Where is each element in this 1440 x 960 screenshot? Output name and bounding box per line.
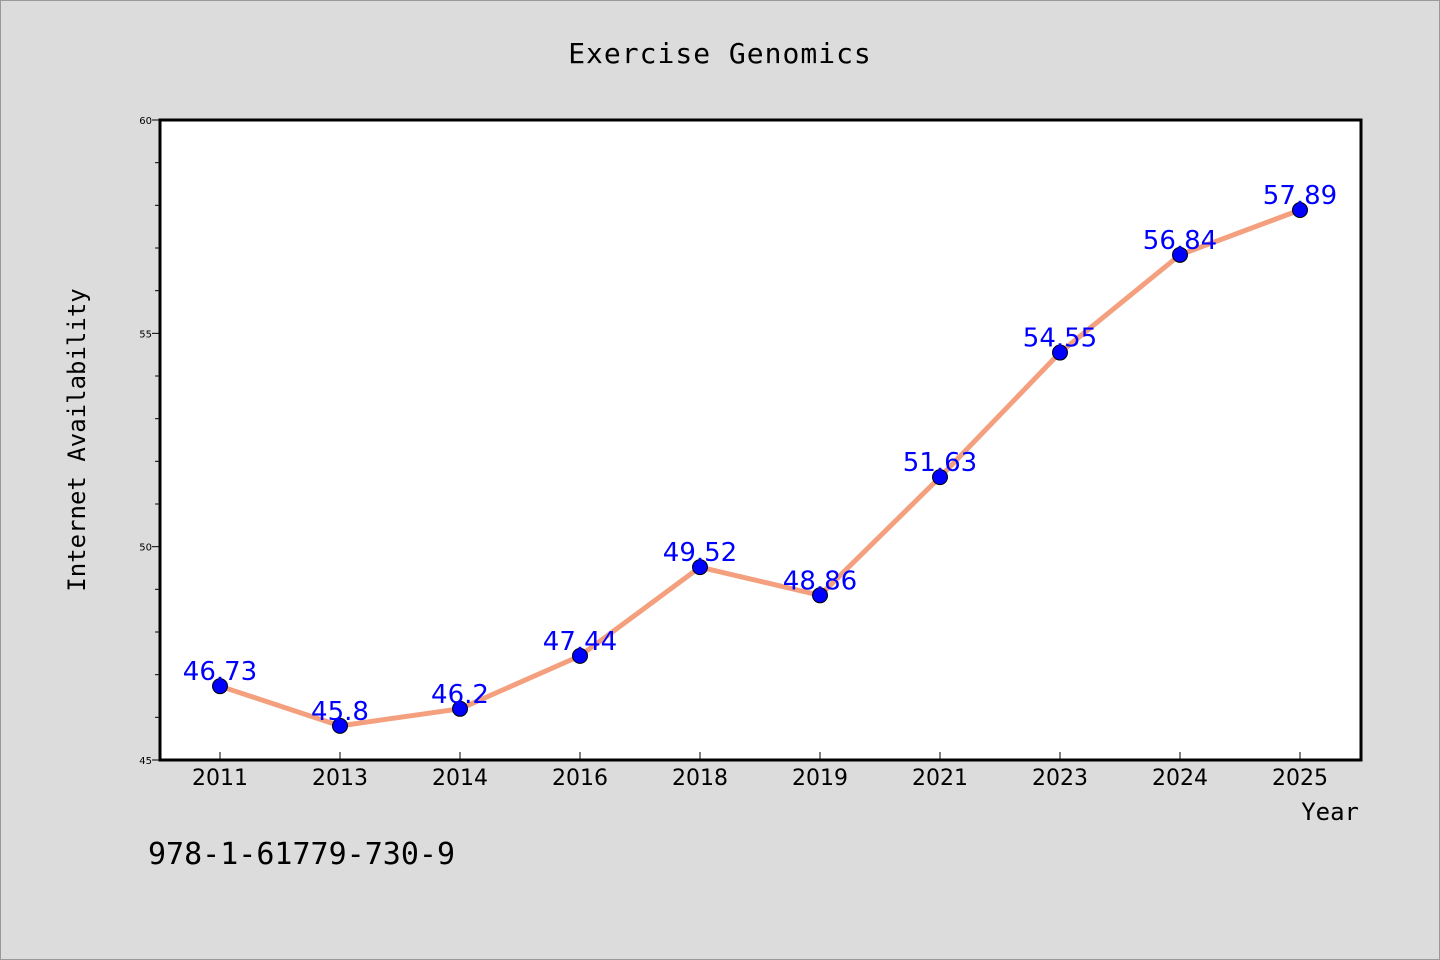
y-tick-label: 55 <box>139 329 152 340</box>
data-label: 46.73 <box>183 657 257 687</box>
data-label: 49.52 <box>663 538 737 568</box>
data-point <box>212 678 228 695</box>
data-label: 51.63 <box>903 448 977 478</box>
data-label: 56.84 <box>1143 226 1217 256</box>
x-tick-label: 2011 <box>192 766 248 791</box>
y-axis-label: Internet Availability <box>63 288 91 591</box>
x-tick-label: 2014 <box>432 766 488 791</box>
data-point <box>332 717 348 734</box>
isbn-label: 978-1-61779-730-9 <box>148 837 455 872</box>
y-tick-label: 50 <box>139 543 152 554</box>
y-tick-label: 60 <box>139 116 152 127</box>
data-point <box>932 469 948 486</box>
chart-title: Exercise Genomics <box>568 37 872 70</box>
x-axis-label: Year <box>1301 798 1359 826</box>
data-point <box>572 647 588 664</box>
data-label: 57.89 <box>1263 181 1337 211</box>
x-tick-label: 2024 <box>1152 766 1208 791</box>
x-tick-label: 2013 <box>312 766 368 791</box>
x-tick-label: 2018 <box>672 766 728 791</box>
data-label: 46.2 <box>431 680 489 710</box>
y-axis: 45 50 55 60 <box>139 116 160 767</box>
data-point <box>692 559 708 576</box>
series-line-group: 46.73 45.8 46.2 47.44 49.52 48.86 51.63 54.55 56… <box>183 181 1337 734</box>
plot-area <box>158 118 1363 762</box>
data-label: 45.8 <box>311 697 369 727</box>
x-tick-label: 2019 <box>792 766 848 791</box>
data-point <box>1052 344 1068 361</box>
series-line <box>217 207 1303 729</box>
x-tick-label: 2023 <box>1032 766 1088 791</box>
data-point <box>1172 246 1188 263</box>
data-point <box>1292 202 1308 219</box>
x-tick-label: 2021 <box>912 766 968 791</box>
x-axis: 2011 2013 2014 2016 2018 2019 2021 2023 2024 2025 <box>192 752 1328 791</box>
x-tick-label: 2016 <box>552 766 608 791</box>
data-point <box>812 587 828 604</box>
data-label: 54.55 <box>1023 324 1097 354</box>
data-label: 47.44 <box>543 627 617 657</box>
y-tick-label: 45 <box>139 756 152 767</box>
data-point <box>452 700 468 717</box>
x-tick-label: 2025 <box>1272 766 1328 791</box>
data-label: 48.86 <box>783 566 857 596</box>
